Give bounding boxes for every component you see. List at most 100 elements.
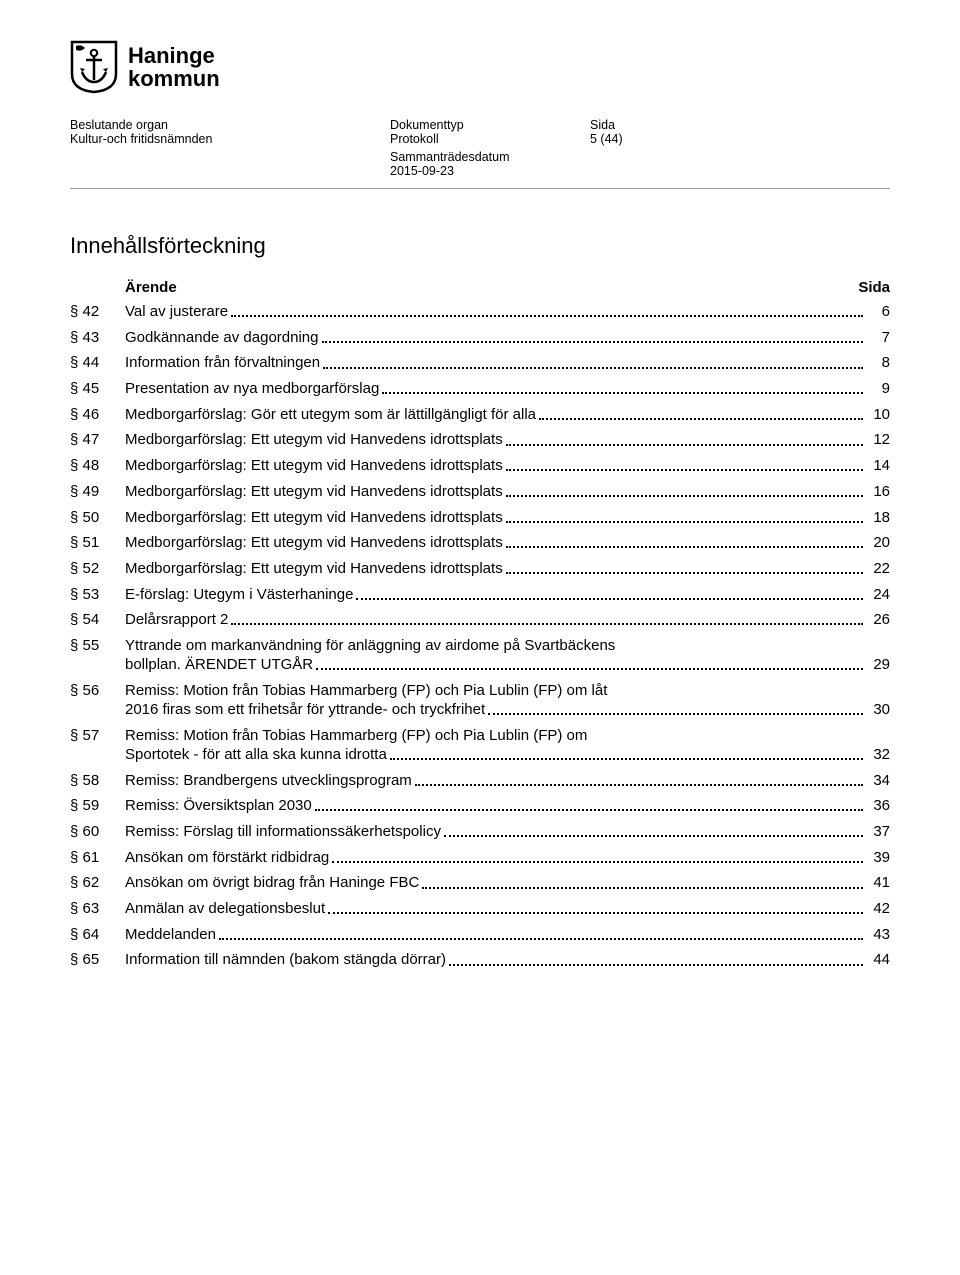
- toc-entry-text: Medborgarförslag: Ett utegym vid Hanvede…: [125, 456, 503, 475]
- toc-leader-dots: [328, 901, 863, 915]
- toc-entry: Medborgarförslag: Ett utegym vid Hanvede…: [125, 533, 890, 552]
- toc-row: § 48Medborgarförslag: Ett utegym vid Han…: [70, 456, 890, 475]
- toc-leader-dots: [488, 702, 863, 716]
- toc-entry-text: Yttrande om markanvändning för anläggnin…: [125, 636, 890, 655]
- toc-entry-text: Ansökan om övrigt bidrag från Haninge FB…: [125, 873, 419, 892]
- toc-entry-text: Medborgarförslag: Ett utegym vid Hanvede…: [125, 430, 503, 449]
- toc-entry-text: Remiss: Brandbergens utvecklingsprogram: [125, 771, 412, 790]
- toc-entry: Remiss: Motion från Tobias Hammarberg (F…: [125, 681, 890, 719]
- toc-row: § 44Information från förvaltningen8: [70, 353, 890, 372]
- meta-doctype-value: Protokoll: [390, 132, 590, 146]
- toc-section-number: § 61: [70, 848, 125, 867]
- toc-entry-text: Godkännande av dagordning: [125, 328, 319, 347]
- toc-entry: Information från förvaltningen8: [125, 353, 890, 372]
- toc-page-number: 22: [866, 559, 890, 578]
- toc-row: § 42Val av justerare 6: [70, 302, 890, 321]
- toc-page-number: 34: [866, 771, 890, 790]
- toc-row: § 57Remiss: Motion från Tobias Hammarber…: [70, 726, 890, 764]
- toc-entry: Meddelanden43: [125, 925, 890, 944]
- toc-leader-dots: [315, 798, 863, 812]
- toc-page-number: 37: [866, 822, 890, 841]
- toc-section-number: § 59: [70, 796, 125, 815]
- toc-entry-text: Remiss: Översiktsplan 2030: [125, 796, 312, 815]
- toc-entry-text: Medborgarförslag: Ett utegym vid Hanvede…: [125, 533, 503, 552]
- meta-date-value: 2015-09-23: [390, 164, 590, 178]
- toc-section-number: § 45: [70, 379, 125, 398]
- toc-leader-dots: [506, 484, 863, 498]
- toc-entry: Anmälan av delegationsbeslut42: [125, 899, 890, 918]
- toc-page-number: 16: [866, 482, 890, 501]
- toc-leader-dots: [444, 824, 863, 838]
- logo-sub: kommun: [128, 67, 220, 90]
- toc-entry-text: Information till nämnden (bakom stängda …: [125, 950, 446, 969]
- toc-row: § 47Medborgarförslag: Ett utegym vid Han…: [70, 430, 890, 449]
- toc-row: § 61Ansökan om förstärkt ridbidrag39: [70, 848, 890, 867]
- toc-leader-dots: [506, 535, 863, 549]
- toc-entry: Medborgarförslag: Ett utegym vid Hanvede…: [125, 559, 890, 578]
- toc-leader-dots: [390, 747, 863, 761]
- toc-entry: Val av justerare 6: [125, 302, 890, 321]
- toc-section-number: § 57: [70, 726, 125, 745]
- toc-page-number: 6: [866, 302, 890, 321]
- document-meta: Beslutande organ Dokumenttyp Sida Kultur…: [70, 118, 890, 178]
- toc-entry: Remiss: Förslag till informationssäkerhe…: [125, 822, 890, 841]
- toc-entry-text: Medborgarförslag: Ett utegym vid Hanvede…: [125, 508, 503, 527]
- toc-page-number: 43: [866, 925, 890, 944]
- toc-section-number: § 47: [70, 430, 125, 449]
- toc-entry-text: Delårsrapport 2: [125, 610, 228, 629]
- toc-page-number: 18: [866, 508, 890, 527]
- toc-section-number: § 58: [70, 771, 125, 790]
- toc-page-number: 32: [866, 745, 890, 764]
- toc-leader-dots: [422, 875, 863, 889]
- toc-page-number: 12: [866, 430, 890, 449]
- toc-section-number: § 42: [70, 302, 125, 321]
- header-divider: [70, 188, 890, 189]
- toc-entry: Remiss: Brandbergens utvecklingsprogram 3…: [125, 771, 890, 790]
- toc-section-number: § 64: [70, 925, 125, 944]
- toc-section-number: § 62: [70, 873, 125, 892]
- toc-page-number: 14: [866, 456, 890, 475]
- toc-row: § 49Medborgarförslag: Ett utegym vid Han…: [70, 482, 890, 501]
- toc-entry: E-förslag: Utegym i Västerhaninge24: [125, 585, 890, 604]
- toc-entry: Yttrande om markanvändning för anläggnin…: [125, 636, 890, 674]
- toc-section-number: § 65: [70, 950, 125, 969]
- toc-page-number: 20: [866, 533, 890, 552]
- toc-page-number: 30: [866, 700, 890, 719]
- toc-header-row: Ärende Sida: [70, 279, 890, 296]
- toc-entry-text: E-förslag: Utegym i Västerhaninge: [125, 585, 353, 604]
- toc-entry: Delårsrapport 226: [125, 610, 890, 629]
- toc-entry: Ansökan om övrigt bidrag från Haninge FB…: [125, 873, 890, 892]
- toc-row: § 45Presentation av nya medborgarförslag…: [70, 379, 890, 398]
- toc-section-number: § 44: [70, 353, 125, 372]
- toc-entry: Medborgarförslag: Ett utegym vid Hanvede…: [125, 456, 890, 475]
- toc-leader-dots: [231, 304, 863, 318]
- toc-entry-text: Val av justerare: [125, 302, 228, 321]
- toc-row: § 43Godkännande av dagordning 7: [70, 328, 890, 347]
- toc-page-number: 9: [866, 379, 890, 398]
- toc-leader-dots: [231, 612, 863, 626]
- toc-entry: Medborgarförslag: Gör ett utegym som är …: [125, 405, 890, 424]
- toc-page-number: 7: [866, 328, 890, 347]
- toc-entry-text: Remiss: Motion från Tobias Hammarberg (F…: [125, 726, 890, 745]
- toc-section-number: § 49: [70, 482, 125, 501]
- logo-name: Haninge: [128, 44, 220, 67]
- toc-entry-text: Sportotek - för att alla ska kunna idrot…: [125, 745, 387, 764]
- toc-entry: Medborgarförslag: Ett utegym vid Hanvede…: [125, 482, 890, 501]
- toc-leader-dots: [382, 381, 863, 395]
- toc-entry-text: Anmälan av delegationsbeslut: [125, 899, 325, 918]
- toc-row: § 51Medborgarförslag: Ett utegym vid Han…: [70, 533, 890, 552]
- toc-leader-dots: [356, 586, 863, 600]
- meta-page-label: Sida: [590, 118, 690, 132]
- toc-section-number: § 43: [70, 328, 125, 347]
- toc-leader-dots: [449, 952, 863, 966]
- toc-header-arende: Ärende: [125, 279, 840, 296]
- toc-row: § 58Remiss: Brandbergens utvecklingsprog…: [70, 771, 890, 790]
- toc-leader-dots: [506, 432, 863, 446]
- toc-section-number: § 60: [70, 822, 125, 841]
- toc-leader-dots: [506, 458, 863, 472]
- toc-entry: Godkännande av dagordning 7: [125, 328, 890, 347]
- toc-page-number: 29: [866, 655, 890, 674]
- toc-entry-text: Medborgarförslag: Gör ett utegym som är …: [125, 405, 536, 424]
- toc-section-number: § 52: [70, 559, 125, 578]
- toc-body: § 42Val av justerare 6 § 43Godkännande av …: [70, 302, 890, 970]
